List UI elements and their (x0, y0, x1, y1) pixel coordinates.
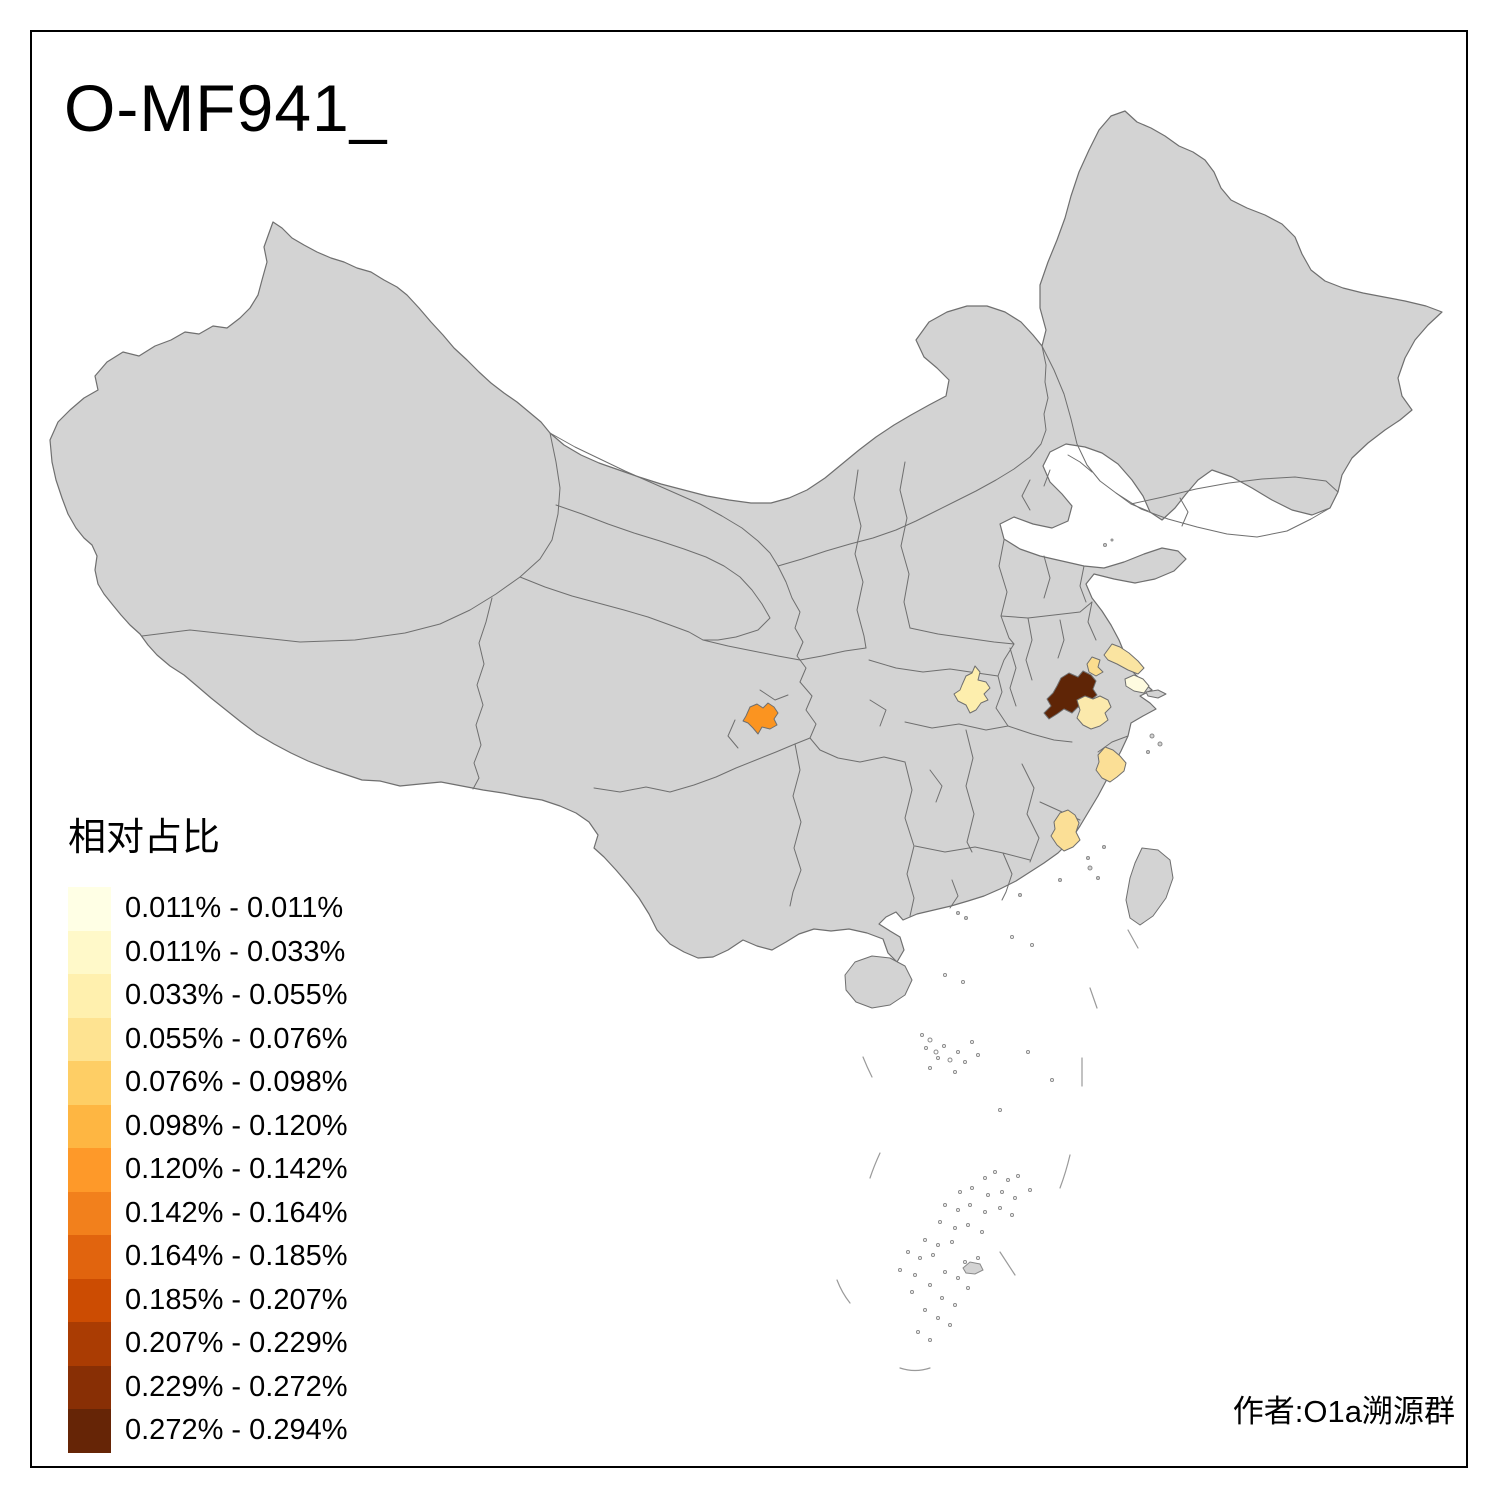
legend-label: 0.142% - 0.164% (125, 1196, 348, 1229)
legend-row: 0.142% - 0.164% (68, 1191, 348, 1235)
legend: 相对占比 0.011% - 0.011% 0.011% - 0.033% 0.033… (68, 806, 347, 1453)
legend-row: 0.098% - 0.120% (68, 1104, 348, 1148)
legend-row: 0.207% - 0.229% (68, 1322, 347, 1366)
spratly-islands (898, 1170, 1032, 1342)
legend-label: 0.164% - 0.185% (125, 1240, 348, 1273)
legend-row: 0.033% - 0.055% (68, 974, 347, 1018)
legend-label: 0.076% - 0.098% (125, 1066, 348, 1099)
region-wuhan (953, 665, 991, 714)
paracel-islands (920, 935, 1054, 1112)
legend-swatch (68, 1104, 111, 1148)
legend-swatch (68, 930, 111, 974)
legend-label: 0.033% - 0.055% (125, 979, 348, 1012)
legend-label: 0.055% - 0.076% (125, 1022, 348, 1055)
legend-swatch (68, 1061, 111, 1105)
legend-swatch (68, 1278, 111, 1322)
islands (844, 538, 1174, 1009)
south-china-sea (836, 929, 1139, 1372)
legend-row: 0.229% - 0.272% (68, 1365, 348, 1409)
legend-rows: 0.011% - 0.011% 0.011% - 0.033% 0.033% - 0… (68, 887, 347, 1453)
legend-row: 0.076% - 0.098% (68, 1061, 347, 1105)
region-south-of-dark (1076, 695, 1112, 730)
legend-swatch (68, 1148, 111, 1192)
region-fujian-coast (1050, 809, 1081, 852)
legend-swatch (68, 1322, 111, 1366)
legend-row: 0.055% - 0.076% (68, 1017, 348, 1061)
legend-label: 0.098% - 0.120% (125, 1109, 348, 1142)
legend-row: 0.272% - 0.294% (68, 1409, 347, 1453)
legend-label: 0.011% - 0.011% (125, 892, 344, 925)
page-title: O-MF941_ (64, 71, 388, 145)
legend-label: 0.272% - 0.294% (125, 1414, 348, 1447)
chongming-islet (1145, 689, 1167, 699)
region-small-north (1086, 656, 1104, 677)
legend-swatch (68, 1409, 111, 1453)
legend-row: 0.164% - 0.185% (68, 1235, 347, 1279)
legend-row: 0.011% - 0.011% (68, 887, 347, 931)
legend-label: 0.229% - 0.272% (125, 1370, 348, 1403)
legend-row: 0.120% - 0.142% (68, 1148, 347, 1192)
taiwan-island (1125, 847, 1174, 926)
legend-label: 0.207% - 0.229% (125, 1327, 348, 1360)
region-chengdu (742, 702, 779, 735)
region-zhejiang-coast (1095, 746, 1127, 783)
legend-swatch (68, 1235, 111, 1279)
legend-swatch (68, 1191, 111, 1235)
legend-swatch (68, 887, 111, 931)
legend-row: 0.011% - 0.033% (68, 930, 347, 974)
legend-row: 0.185% - 0.207% (68, 1278, 348, 1322)
mainland-outline (49, 110, 1443, 963)
legend-title: 相对占比 (68, 817, 221, 859)
region-coastal-strip (1103, 643, 1145, 675)
region-palest-coast (1124, 674, 1150, 694)
legend-swatch (68, 1365, 111, 1409)
legend-swatch (68, 974, 111, 1018)
legend-label: 0.011% - 0.033% (125, 935, 346, 968)
legend-swatch (68, 1017, 111, 1061)
legend-label: 0.185% - 0.207% (125, 1283, 348, 1316)
attribution-text: 作者:O1a溯源群 (1232, 1394, 1455, 1429)
province-boundaries (141, 345, 1339, 917)
highlighted-regions (742, 643, 1150, 852)
legend-label: 0.120% - 0.142% (125, 1153, 348, 1186)
hainan-island (844, 955, 913, 1009)
